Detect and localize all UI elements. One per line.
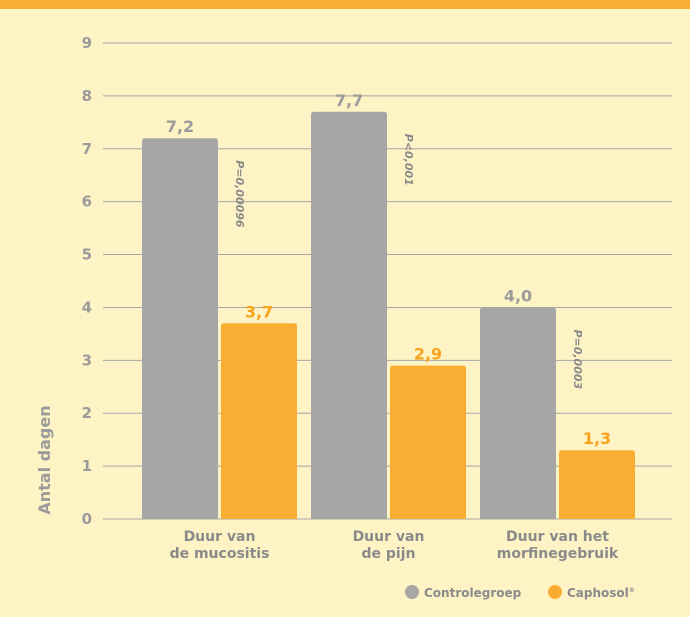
data-label: 7,7 <box>335 91 363 110</box>
data-label: 2,9 <box>414 345 442 364</box>
bar-caphosol <box>221 323 297 519</box>
data-label: 4,0 <box>504 286 532 305</box>
bar-caphosol <box>559 450 635 519</box>
legend-label-caphosol: Caphosol® <box>567 586 635 600</box>
y-tick-label: 0 <box>82 510 92 528</box>
category-label: Duur van de mucositis <box>170 529 270 562</box>
category-label-line: de mucositis <box>170 546 270 562</box>
legend-label-controlegroep: Controlegroep <box>424 586 522 600</box>
y-tick-label: 9 <box>82 34 92 52</box>
value-labels: 7,2 3,7 7,7 2,9 4,0 1,3 <box>166 91 611 448</box>
y-tick-label: 2 <box>82 404 92 422</box>
y-axis-label: Antal dagen <box>35 405 54 514</box>
legend-label-caphosol-text: Caphosol <box>567 586 629 600</box>
bar-caphosol <box>390 365 466 519</box>
y-tick-label: 4 <box>82 298 92 316</box>
y-tick-label: 7 <box>82 140 92 158</box>
category-label: Duur van de pijn <box>353 529 425 562</box>
category-label-line: morfinegebruik <box>497 546 619 562</box>
legend-marker-caphosol <box>548 585 562 599</box>
bar-controlegroep <box>311 111 387 519</box>
p-value-labels: P=0,00096 P<0,001 P=0,0003 <box>233 134 584 390</box>
top-accent-band <box>0 0 690 9</box>
category-label-line: Duur van <box>184 529 256 545</box>
legend-marker-controlegroep <box>405 585 419 599</box>
category-label: Duur van het morfinegebruik <box>497 529 619 562</box>
y-tick-label: 1 <box>82 457 92 475</box>
category-label-line: de pijn <box>362 546 416 562</box>
y-tick-label: 6 <box>82 193 92 211</box>
bar-controlegroep <box>142 138 218 519</box>
data-label: 1,3 <box>583 429 611 448</box>
y-axis-ticks: 0 1 2 3 4 5 6 7 8 9 <box>82 34 92 528</box>
y-tick-label: 8 <box>82 87 92 105</box>
bars <box>142 111 635 519</box>
data-label: 7,2 <box>166 117 194 136</box>
category-label-line: Duur van <box>353 529 425 545</box>
p-value-label: P<0,001 <box>402 134 415 186</box>
category-label-line: Duur van het <box>506 529 609 545</box>
y-tick-label: 3 <box>82 351 92 369</box>
bar-controlegroep <box>480 307 556 519</box>
registered-mark: ® <box>629 587 635 594</box>
data-label: 3,7 <box>245 302 273 321</box>
y-tick-label: 5 <box>82 246 92 264</box>
p-value-label: P=0,0003 <box>571 329 584 389</box>
p-value-label: P=0,00096 <box>233 160 246 228</box>
legend: Controlegroep Caphosol® <box>405 585 635 600</box>
